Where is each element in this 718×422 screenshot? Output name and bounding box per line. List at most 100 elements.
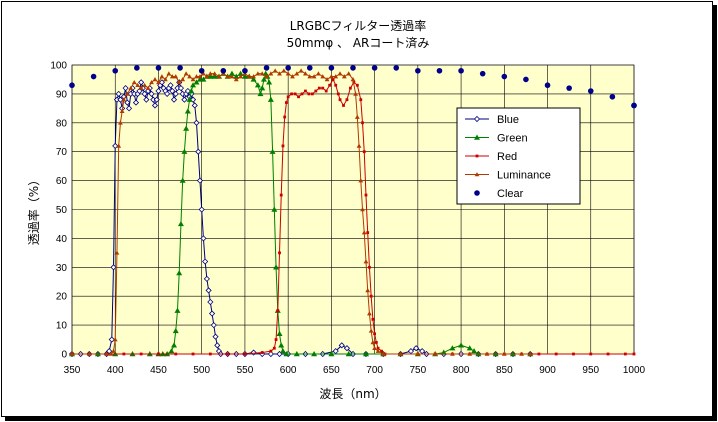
data-point-luminance <box>368 328 374 333</box>
data-point-red <box>554 352 558 356</box>
data-point-red <box>314 89 318 93</box>
data-point-green <box>260 76 267 82</box>
data-point-blue <box>193 119 200 126</box>
data-point-blue <box>124 99 131 106</box>
legend-item-green: Green <box>465 133 528 145</box>
data-point-green <box>273 264 280 270</box>
legend-label: Green <box>497 133 528 145</box>
data-point-red <box>632 352 636 356</box>
data-point-luminance <box>197 74 203 79</box>
data-point-green <box>269 148 276 154</box>
data-point-luminance <box>229 74 235 79</box>
series-layer <box>68 65 637 358</box>
data-point-luminance <box>353 91 358 96</box>
data-point-green <box>193 79 200 85</box>
y-tick-label: 10 <box>56 321 68 332</box>
data-point-luminance <box>264 74 269 79</box>
data-point-luminance <box>307 74 313 79</box>
data-point-clear <box>350 65 356 71</box>
data-point-luminance <box>281 68 287 73</box>
data-point-green <box>184 108 191 114</box>
data-point-red <box>269 349 273 353</box>
data-point-luminance <box>519 351 524 356</box>
data-point-blue <box>172 90 179 97</box>
data-point-green <box>181 148 188 154</box>
legend-label: Blue <box>497 114 519 126</box>
data-point-luminance <box>194 74 199 79</box>
data-point-luminance <box>111 348 116 353</box>
x-tick-label: 450 <box>150 365 167 376</box>
data-point-green <box>283 351 290 357</box>
data-point-green <box>241 73 248 79</box>
y-tick-label: 0 <box>61 350 67 361</box>
data-point-blue <box>205 287 212 294</box>
data-point-blue <box>181 96 188 103</box>
data-point-blue <box>141 90 148 97</box>
data-point-luminance <box>372 345 378 351</box>
data-point-luminance <box>116 143 122 148</box>
data-point-green <box>345 351 352 357</box>
data-point-luminance <box>119 108 125 114</box>
data-point-blue <box>343 345 351 352</box>
y-tick-label: 30 <box>56 263 68 274</box>
data-point-green <box>200 76 207 82</box>
legend-item-blue: Blue <box>465 114 519 126</box>
data-point-luminance <box>333 74 339 79</box>
data-point-red <box>139 352 143 356</box>
data-point-clear <box>415 67 421 74</box>
data-point-luminance <box>285 71 291 76</box>
data-point-luminance <box>398 351 403 356</box>
y-tick-label: 100 <box>50 61 67 72</box>
data-point-red <box>368 265 371 269</box>
data-point-luminance <box>128 85 134 90</box>
x-tick-label: 950 <box>582 365 599 376</box>
data-point-green <box>171 342 178 348</box>
data-point-green <box>183 125 190 131</box>
data-point-green <box>172 327 179 334</box>
data-point-luminance <box>86 351 92 356</box>
data-point-luminance <box>527 351 533 356</box>
data-point-blue <box>122 85 129 92</box>
legend-item-red: Red <box>465 151 517 163</box>
data-point-red <box>336 92 340 96</box>
data-point-blue <box>195 148 202 155</box>
data-point-red <box>317 86 321 90</box>
data-point-luminance <box>375 348 381 353</box>
data-point-clear <box>220 67 227 74</box>
data-point-luminance <box>142 82 148 88</box>
x-tick-label: 800 <box>453 365 470 376</box>
data-point-red <box>364 193 368 197</box>
data-point-green <box>276 330 283 336</box>
data-point-luminance <box>484 351 490 356</box>
data-point-red <box>349 86 352 90</box>
data-point-blue <box>115 90 122 97</box>
data-point-luminance <box>246 74 252 79</box>
legend-marker-clear <box>474 190 480 196</box>
data-point-green <box>257 90 264 97</box>
data-point-red <box>373 332 377 336</box>
data-point-red <box>331 78 335 81</box>
data-point-green <box>186 96 193 102</box>
data-point-luminance <box>501 351 507 356</box>
data-point-green <box>449 345 456 351</box>
data-point-luminance <box>69 351 75 356</box>
data-point-luminance <box>104 351 109 356</box>
data-point-luminance <box>159 74 165 79</box>
data-point-luminance <box>320 74 326 79</box>
data-point-red <box>623 352 627 356</box>
data-point-green <box>233 73 240 79</box>
x-tick-label: 900 <box>539 365 556 376</box>
data-point-luminance <box>341 74 347 79</box>
data-point-green <box>174 307 181 313</box>
data-point-green <box>293 351 300 357</box>
data-point-luminance <box>216 74 222 79</box>
data-point-blue <box>169 87 176 95</box>
data-point-green <box>211 73 218 79</box>
data-point-luminance <box>277 71 282 76</box>
data-point-luminance <box>356 143 362 148</box>
data-point-blue <box>198 206 205 213</box>
data-point-red <box>606 352 610 356</box>
data-point-red <box>342 104 345 107</box>
data-point-red <box>260 351 264 354</box>
data-point-green <box>176 270 183 276</box>
